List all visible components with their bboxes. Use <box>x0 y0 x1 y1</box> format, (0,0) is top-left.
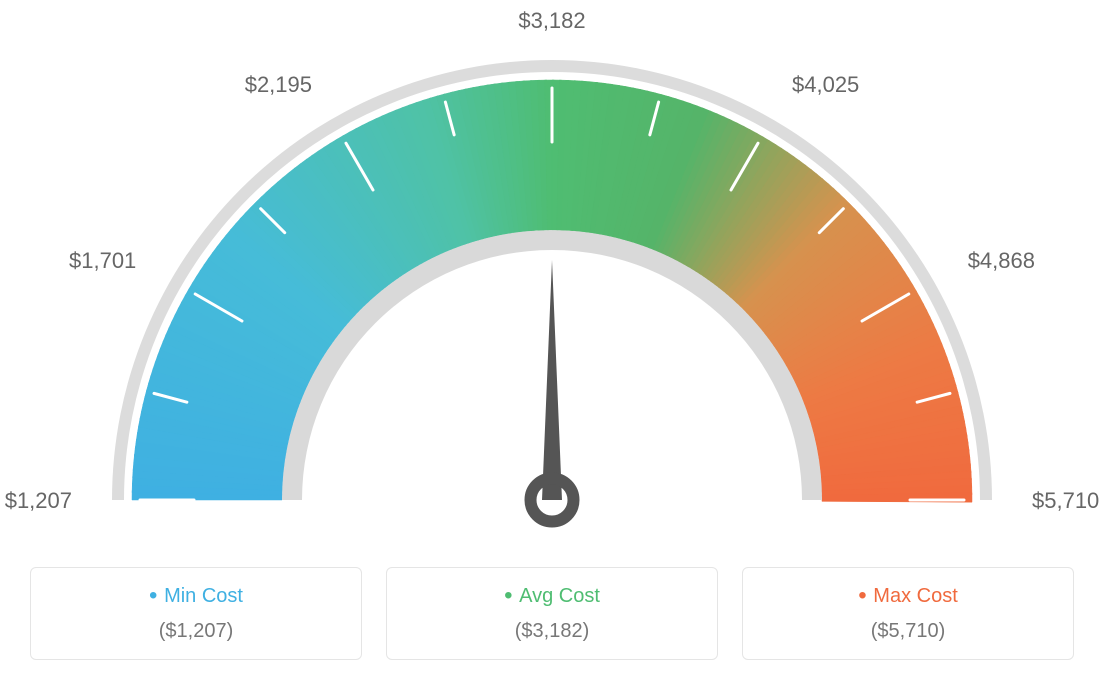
legend-card: Max Cost ($5,710) <box>742 567 1074 660</box>
legend-card: Avg Cost ($3,182) <box>386 567 718 660</box>
needle <box>542 260 562 500</box>
tick-label: $2,195 <box>242 72 312 98</box>
legend-value: ($5,710) <box>753 620 1063 643</box>
gauge-chart-container: $1,207 $1,701 $2,195 $3,182 $4,025 $4,868 $5,7… <box>0 0 1104 690</box>
legend-title: Max Cost <box>753 582 1063 610</box>
tick-label: $4,025 <box>792 72 859 98</box>
tick-label: $5,710 <box>1032 488 1099 514</box>
tick-label: $1,207 <box>2 488 72 514</box>
legend-row: Min Cost ($1,207) Avg Cost ($3,182) Max Cost… <box>30 567 1074 660</box>
tick-label: $3,182 <box>512 8 592 34</box>
tick-label: $4,868 <box>968 248 1035 274</box>
legend-title: Min Cost <box>41 582 351 610</box>
legend-card: Min Cost ($1,207) <box>30 567 362 660</box>
gauge: $1,207 $1,701 $2,195 $3,182 $4,025 $4,868 $5,7… <box>0 0 1104 530</box>
tick-label: $1,701 <box>66 248 136 274</box>
legend-value: ($3,182) <box>397 620 707 643</box>
legend-title: Avg Cost <box>397 582 707 610</box>
legend-value: ($1,207) <box>41 620 351 643</box>
gauge-svg <box>0 0 1104 530</box>
